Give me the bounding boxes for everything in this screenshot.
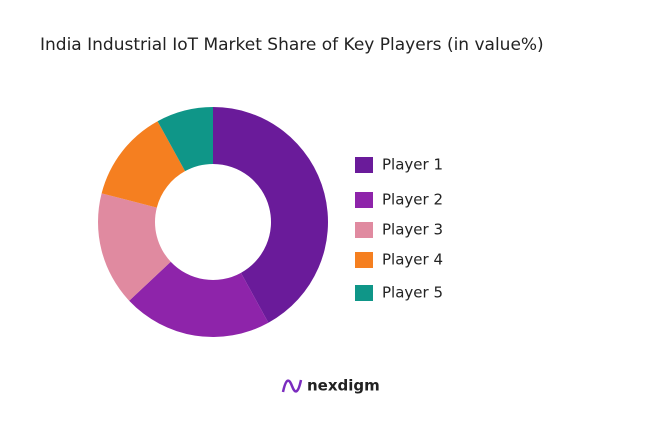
legend-label: Player 5 [382,284,443,302]
donut-slice [98,193,171,301]
brand-name: nexdigm [307,377,380,395]
legend-swatch [355,192,373,208]
legend-label: Player 2 [382,191,443,209]
logo-icon [281,379,303,393]
donut-slice [101,121,186,208]
legend-label: Player 1 [382,156,443,174]
chart-title: India Industrial IoT Market Share of Key… [40,35,544,55]
legend-swatch [355,222,373,238]
legend-swatch [355,252,373,268]
legend-label: Player 3 [382,221,443,239]
brand-logo: nexdigm [281,377,380,395]
legend-swatch [355,157,373,173]
legend-label: Player 4 [382,251,443,269]
donut-slice [213,107,328,323]
donut-slice [157,107,213,172]
legend-swatch [355,285,373,301]
donut-slice [129,261,269,337]
